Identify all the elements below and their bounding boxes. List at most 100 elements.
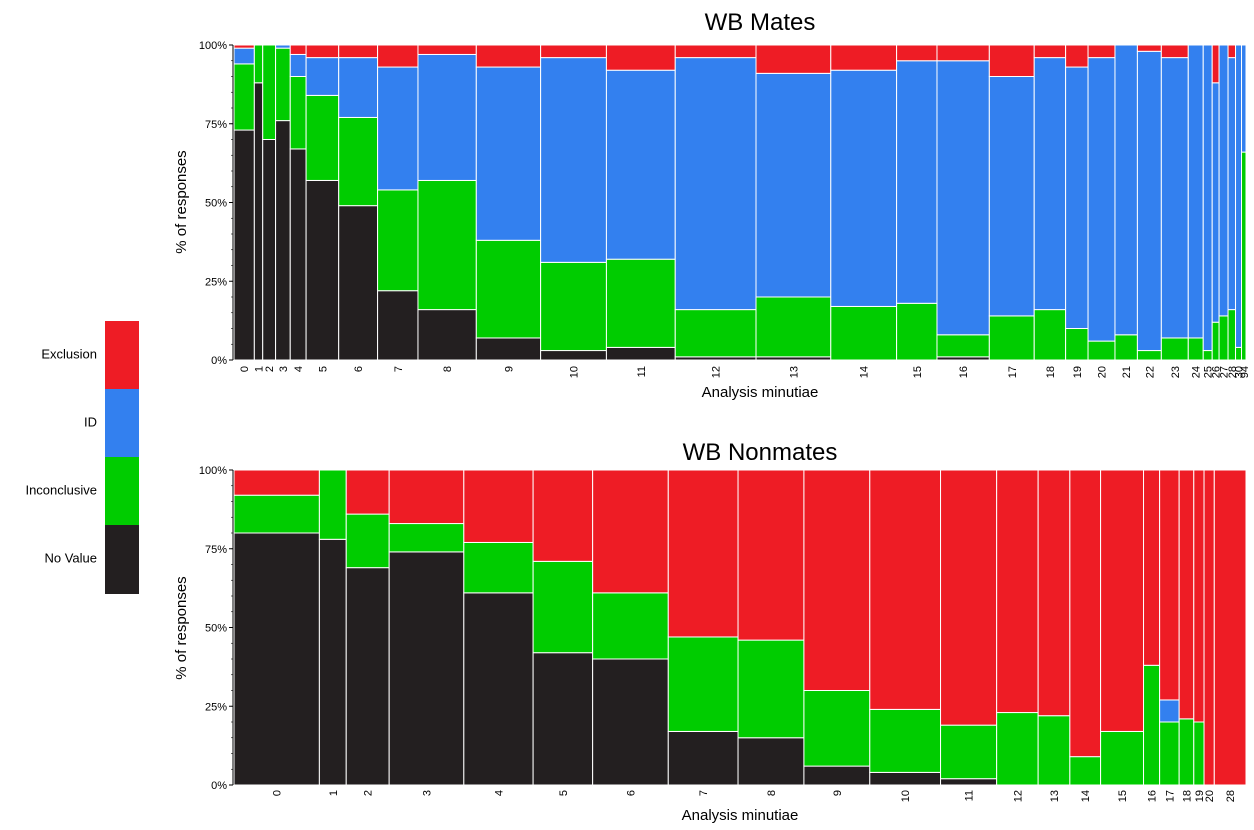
bar-segment-inconclusive-21 xyxy=(1114,334,1138,361)
bar-segment-inconclusive-6 xyxy=(592,592,669,660)
chart-title-mates: WB Mates xyxy=(705,9,816,36)
x-tick-label-5: 5 xyxy=(317,366,329,372)
bar-segment-exclusion-28 xyxy=(1213,469,1247,786)
bar-segment-exclusion-6 xyxy=(338,44,379,59)
x-tick-label-19: 19 xyxy=(1072,366,1084,378)
bar-segment-id-7 xyxy=(377,66,419,191)
x-tick-label-13: 13 xyxy=(1049,790,1061,802)
plot-nonmates: 0%25%50%75%100%0 1 2 3 4 5 6 7 8 9 10 11 12 13 14 15 16 1… xyxy=(199,465,1247,802)
x-tick-label-15: 15 xyxy=(912,366,924,378)
bar-segment-no-value-0 xyxy=(233,129,255,361)
x-tick-label-30: 30 xyxy=(1234,366,1246,378)
x-axis-title-nonmates: Analysis minutiae xyxy=(682,807,799,824)
bar-segment-inconclusive-20 xyxy=(1087,340,1116,361)
bar-segment-inconclusive-3 xyxy=(275,47,291,122)
bar-segment-no-value-3 xyxy=(275,120,291,361)
x-tick-label-11: 11 xyxy=(964,790,976,801)
bar-segment-no-value-7 xyxy=(377,290,419,361)
bar-segment-inconclusive-11 xyxy=(940,724,998,780)
x-tick-label-6: 6 xyxy=(625,790,637,796)
bar-segment-exclusion-9 xyxy=(803,469,871,691)
bar-segment-id-12 xyxy=(674,57,757,311)
bar-segment-no-value-8 xyxy=(417,309,477,361)
y-tick-label: 0% xyxy=(211,355,227,367)
x-tick-label-28: 28 xyxy=(1225,790,1237,802)
x-tick-label-8: 8 xyxy=(442,366,454,372)
y-tick-label: 100% xyxy=(199,465,227,477)
bar-segment-inconclusive-0 xyxy=(233,63,255,131)
x-tick-label-23: 23 xyxy=(1170,366,1182,378)
bar-segment-exclusion-12 xyxy=(674,44,757,59)
x-tick-label-24: 24 xyxy=(1191,366,1203,378)
bar-segment-inconclusive-14 xyxy=(1069,756,1102,786)
x-tick-label-3: 3 xyxy=(421,790,433,796)
bar-segment-exclusion-22 xyxy=(1136,44,1162,52)
bar-segment-exclusion-2 xyxy=(345,469,390,515)
bar-segment-no-value-11 xyxy=(940,778,998,786)
bar-segment-inconclusive-8 xyxy=(737,639,805,739)
bar-segment-exclusion-8 xyxy=(737,469,805,641)
x-tick-label-14: 14 xyxy=(1080,790,1092,802)
x-tick-label-1: 1 xyxy=(254,366,266,372)
bar-segment-exclusion-0 xyxy=(233,44,255,49)
bar-segment-inconclusive-16 xyxy=(936,334,990,358)
x-tick-label-5: 5 xyxy=(558,790,570,796)
x-tick-label-18: 18 xyxy=(1181,790,1193,802)
x-tick-label-12: 12 xyxy=(711,366,723,378)
bar-segment-no-value-7 xyxy=(667,730,739,786)
x-tick-label-0: 0 xyxy=(272,790,284,796)
bar-segment-inconclusive-19 xyxy=(1193,721,1205,786)
bar-segment-inconclusive-12 xyxy=(996,712,1039,786)
bar-segment-exclusion-7 xyxy=(377,44,419,68)
bar-segment-exclusion-11 xyxy=(940,469,998,726)
bar-segment-id-18 xyxy=(1033,57,1067,311)
bar-segment-exclusion-28 xyxy=(1227,44,1237,59)
bar-segment-inconclusive-10 xyxy=(540,261,607,352)
x-tick-label-0: 0 xyxy=(239,366,251,372)
bar-segment-exclusion-4 xyxy=(463,469,534,543)
y-tick-label: 75% xyxy=(205,119,227,131)
bar-segment-inconclusive-1 xyxy=(318,469,347,540)
bar-segment-inconclusive-6 xyxy=(338,116,379,207)
x-tick-label-7: 7 xyxy=(698,790,710,796)
bar-segment-no-value-6 xyxy=(338,205,379,361)
bar-segment-exclusion-15 xyxy=(1100,469,1145,732)
bar-segment-id-11 xyxy=(605,69,676,260)
bar-segment-id-0 xyxy=(233,47,255,65)
x-tick-label-1: 1 xyxy=(328,790,340,796)
y-tick-label: 50% xyxy=(205,623,227,635)
bar-segment-no-value-10 xyxy=(540,350,607,361)
x-tick-label-21: 21 xyxy=(1121,366,1133,378)
bar-segment-id-16 xyxy=(936,60,990,336)
x-tick-label-17: 17 xyxy=(1164,790,1176,802)
y-axis-title-nonmates: % of responses xyxy=(173,576,190,679)
x-tick-label-22: 22 xyxy=(1144,366,1156,378)
bar-segment-exclusion-20 xyxy=(1087,44,1116,59)
x-tick-label-8: 8 xyxy=(766,790,778,796)
y-axis-title-mates: % of responses xyxy=(173,150,190,253)
legend-swatch-no-value xyxy=(105,525,139,594)
bar-segment-inconclusive-22 xyxy=(1136,350,1162,361)
bar-segment-no-value-6 xyxy=(592,658,669,786)
bar-segment-id-3 xyxy=(275,44,291,49)
bar-segment-no-value-2 xyxy=(345,567,390,786)
bar-segment-inconclusive-5 xyxy=(305,94,340,181)
bar-segment-no-value-2 xyxy=(262,139,277,361)
bar-segment-exclusion-10 xyxy=(869,469,942,710)
bar-segment-inconclusive-17 xyxy=(988,315,1035,361)
y-tick-label: 25% xyxy=(205,701,227,713)
bar-segment-inconclusive-15 xyxy=(896,302,938,361)
x-tick-label-9: 9 xyxy=(503,366,515,372)
legend-label-id: ID xyxy=(84,414,97,429)
bar-segment-inconclusive-18 xyxy=(1033,309,1067,361)
bar-segment-id-8 xyxy=(417,53,477,181)
bar-segment-no-value-11 xyxy=(605,346,676,361)
bar-segment-inconclusive-4 xyxy=(463,541,534,594)
bar-segment-exclusion-14 xyxy=(1069,469,1102,758)
x-tick-label-4: 4 xyxy=(293,366,305,372)
bar-segment-exclusion-13 xyxy=(755,44,832,74)
legend-label-inconclusive: Inconclusive xyxy=(25,482,97,497)
bar-segment-id-6 xyxy=(338,57,379,118)
bar-segment-id-14 xyxy=(830,69,898,307)
